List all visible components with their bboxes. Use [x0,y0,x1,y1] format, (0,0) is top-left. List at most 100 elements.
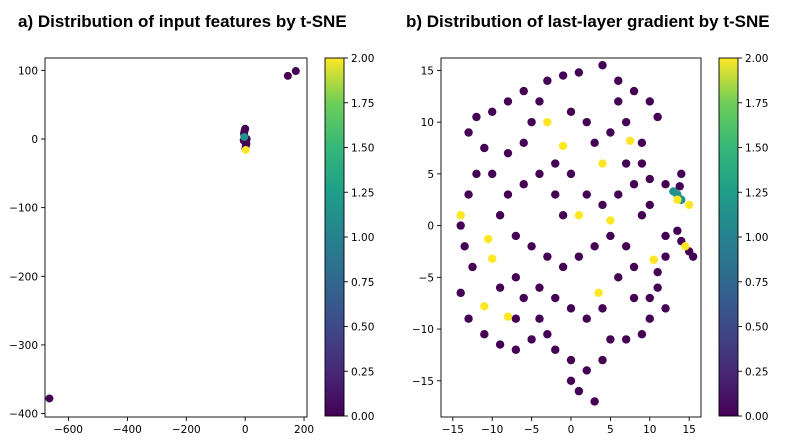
chart-b-point [645,200,654,210]
chart-b-point [594,288,603,298]
chart-b-y-tick-label: 0 [427,221,434,233]
chart-b-point [464,314,473,323]
chart-b-point [677,169,686,179]
chart-b-point [503,312,513,321]
chart-b-point [558,141,568,151]
chart-b-point [456,221,465,230]
chart-b-colorbar-tick-label: 0.00 [745,411,768,423]
chart-b-point [456,288,465,298]
chart-b-x-tick-label: −10 [481,424,503,436]
chart-b-point [488,169,497,179]
chart-a-colorbar-tick-label: 0.50 [351,322,374,334]
chart-b-colorbar-tick-label: 1.25 [745,187,768,199]
chart-b-point [488,107,497,116]
chart-b-point [495,211,505,220]
chart-b-point [566,107,576,116]
chart-b-x-tick-label: 5 [607,424,614,436]
chart-b-point [614,190,623,199]
chart-b-point [468,262,477,272]
chart-b-colorbar-tick-label: 1.75 [745,98,768,110]
chart-b-point [574,68,584,77]
chart-b-point [527,117,536,127]
chart-b-point [558,71,568,80]
chart-b-point [558,211,568,220]
chart-b-x-tick-label: −15 [442,424,464,436]
chart-b-point [519,86,528,96]
chart-b-colorbar-tick-label: 1.50 [745,143,768,155]
chart-b-point [649,255,658,264]
chart-a-point [45,394,54,403]
chart-b-point [590,242,599,251]
chart-b-point [566,169,576,179]
chart-a-x-tick-label: 0 [242,424,249,436]
chart-b-y-tick-label: 15 [421,65,434,77]
chart-b-colorbar-tick-label: 0.50 [745,322,768,334]
chart-b-colorbar-tick-label: 0.75 [745,277,768,289]
chart-b-point [488,254,497,263]
chart-b-point [511,231,521,241]
chart-b-point [629,262,639,272]
chart-b-point [653,283,662,292]
chart-a-point [242,139,251,148]
chart-b-point [598,200,607,210]
chart-b-point [625,136,635,145]
chart-b-point [456,211,465,220]
chart-b-point [645,314,654,323]
chart-b-point [527,335,536,344]
chart-a: −600 −400 −200 0 200 100 0 −100 −200 −300 −400 0.00… [9,53,374,436]
chart-b-point [566,355,576,365]
chart-b-point [614,273,623,282]
chart-b-point [606,128,615,137]
chart-b-point [590,397,599,406]
chart-b-point [574,386,584,396]
chart-a-y-tick-label: −200 [9,271,38,283]
chart-a-colorbar-tick-label: 1.00 [351,232,374,244]
chart-b-point [675,182,684,191]
chart-b-point [606,335,615,344]
chart-b-point [574,252,584,261]
chart-b-point [543,252,552,261]
chart-b-point [535,169,544,179]
chart-b-point [464,128,473,137]
chart-b-point [629,293,639,303]
chart-b-point [606,231,615,241]
chart-b-point [621,242,631,251]
chart-a-colorbar-tick-label: 2.00 [351,53,374,65]
chart-b-point [582,190,591,199]
chart-a-y-tick-label: 0 [31,134,38,146]
chart-b-y-tick-label: −15 [412,376,434,388]
chart-b-point [661,180,670,189]
chart-b-point [472,112,481,122]
chart-b-x-tick-label: 10 [643,424,656,436]
chart-a-point [240,132,249,141]
chart-b-point [614,97,623,106]
chart-b-y-tick-label: −10 [412,324,434,336]
chart-b-colorbar-tick-label: 0.25 [745,366,768,378]
chart-a-y-tick-label: 100 [18,65,38,77]
chart-b-point [480,330,489,339]
chart-b-point [661,304,670,313]
chart-b-y-tick-label: 10 [421,117,434,129]
chart-a-x-tick-label: −200 [172,424,201,436]
chart-a-colorbar [324,57,345,417]
chart-b-point [527,242,536,251]
chart-a-points [45,67,300,403]
chart-b-point [503,148,513,158]
chart-a-y-tick-label: −100 [9,203,38,215]
chart-b-point [598,61,607,70]
chart-b-point [637,211,647,220]
chart-b-point [645,174,654,184]
chart-a-y-tick-label: −400 [9,409,38,421]
chart-b-point [566,304,576,313]
chart-b-point [543,117,552,127]
chart-b-x-tick-label: −5 [524,424,539,436]
chart-b-point [621,159,631,168]
chart-a-point [241,145,250,154]
chart-b-point [645,293,654,303]
chart-b: −15 −10 −5 0 5 10 15 15 10 5 0 −5 −10 −15 0.00 0.25 0.50… [412,53,769,436]
chart-a-y-tick-label: −300 [9,340,38,352]
chart-b-point [673,226,682,235]
chart-b-point [637,138,647,148]
chart-b-point [574,211,584,220]
chart-b-point [472,169,481,179]
